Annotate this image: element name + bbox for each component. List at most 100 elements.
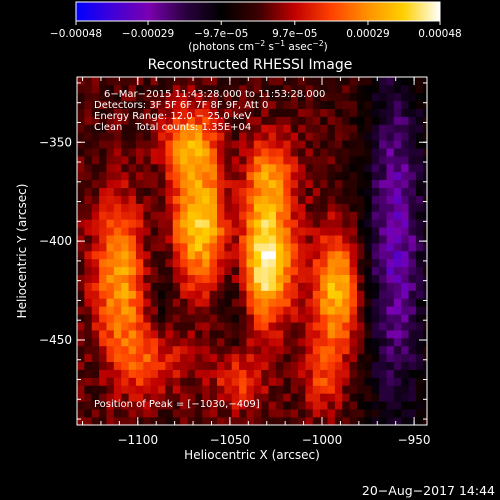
heatmap-cell [312,235,321,244]
heatmap-cell [180,361,188,370]
heatmap-cell [135,330,144,339]
heatmap-cell [84,211,93,220]
heatmap-cell [84,171,93,181]
heatmap-cell [135,243,144,252]
heatmap-cell [180,219,188,228]
heatmap-cell [224,314,233,323]
heatmap-cell [84,156,93,165]
heatmap-cell [99,124,107,133]
heatmap-cell [268,92,277,102]
heatmap-cell [423,258,428,268]
heatmap-cell [121,77,129,86]
heatmap-cell [298,417,306,426]
heatmap-cell [209,211,218,220]
heatmap-cell [312,298,321,307]
heatmap-cell [423,227,428,236]
heatmap-cell [312,179,321,189]
heatmap-cell [320,345,328,355]
heatmap-cell [357,156,365,165]
heatmap-cell [180,369,188,378]
heatmap-cell [99,235,107,244]
heatmap-cell [290,100,299,109]
heatmap-cell [275,179,284,189]
heatmap-cell [379,195,387,204]
heatmap-cell [349,298,358,307]
heatmap-cell [334,124,343,133]
heatmap-cell [305,227,314,236]
heatmap-cell [135,179,144,189]
heatmap-cell [99,108,107,117]
heatmap-cell [357,77,365,86]
heatmap-cell [283,353,291,363]
heatmap-cell [246,243,255,252]
heatmap-cell [298,314,306,323]
heatmap-cell [401,124,409,133]
heatmap-cell [113,227,122,236]
heatmap-cell [150,108,159,117]
heatmap-cell [217,266,225,276]
heatmap-cell [106,156,115,165]
heatmap-cell [371,338,380,347]
heatmap-cell [386,211,395,220]
heatmap-cell [246,116,255,125]
heatmap-cell [135,116,144,125]
heatmap-cell [423,235,428,244]
heatmap-cell [268,132,277,141]
heatmap-cell [143,314,151,323]
heatmap-cell [128,369,137,378]
heatmap-cell [312,219,321,228]
heatmap-cell [202,148,210,157]
heatmap-cell [224,148,233,157]
heatmap-cell [290,140,299,149]
heatmap-cell [128,219,137,228]
colorbar [75,1,441,22]
heatmap-cell [143,298,151,307]
heatmap-cell [202,92,210,102]
colorbar-tick-label: 9.7e−05 [272,28,317,40]
heatmap-cell [202,306,210,315]
heatmap-cell [364,171,373,181]
heatmap-cell [298,353,306,363]
heatmap-cell [253,243,262,252]
heatmap-cell [165,108,174,117]
heatmap-cell [357,314,365,323]
heatmap-cell [334,290,343,299]
heatmap-cell [77,322,85,331]
heatmap-cell [224,156,233,165]
heatmap-cell [180,338,188,347]
heatmap-cell [135,298,144,307]
heatmap-cell [290,156,299,165]
heatmap-cell [275,338,284,347]
heatmap-cell [209,314,218,323]
heatmap-cell [84,92,93,102]
heatmap-cell [77,132,85,141]
heatmap-cell [320,298,328,307]
heatmap-cell [349,338,358,347]
heatmap-cell [349,306,358,315]
heatmap-cell [202,195,210,204]
heatmap-cell [180,282,188,291]
heatmap-cell [320,195,328,204]
heatmap-cell [135,156,144,165]
heatmap-cell [364,314,373,323]
heatmap-cell [172,361,181,370]
heatmap-cell [99,314,107,323]
heatmap-cell [158,258,166,268]
heatmap-cell [194,211,203,220]
heatmap-cell [364,353,373,363]
heatmap-cell [275,92,284,102]
heatmap-cell [401,274,409,283]
heatmap-cell [290,393,299,402]
heatmap-cell [408,195,417,204]
heatmap-cell [364,330,373,339]
heatmap-cell [401,243,409,252]
heatmap-cell [349,409,358,418]
heatmap-cell [106,314,115,323]
heatmap-cell [180,187,188,196]
heatmap-cell [379,306,387,315]
heatmap-cell [246,195,255,204]
heatmap-cell [275,314,284,323]
heatmap-cell [224,92,233,102]
heatmap-cell [128,409,137,418]
heatmap-cell [334,251,343,260]
